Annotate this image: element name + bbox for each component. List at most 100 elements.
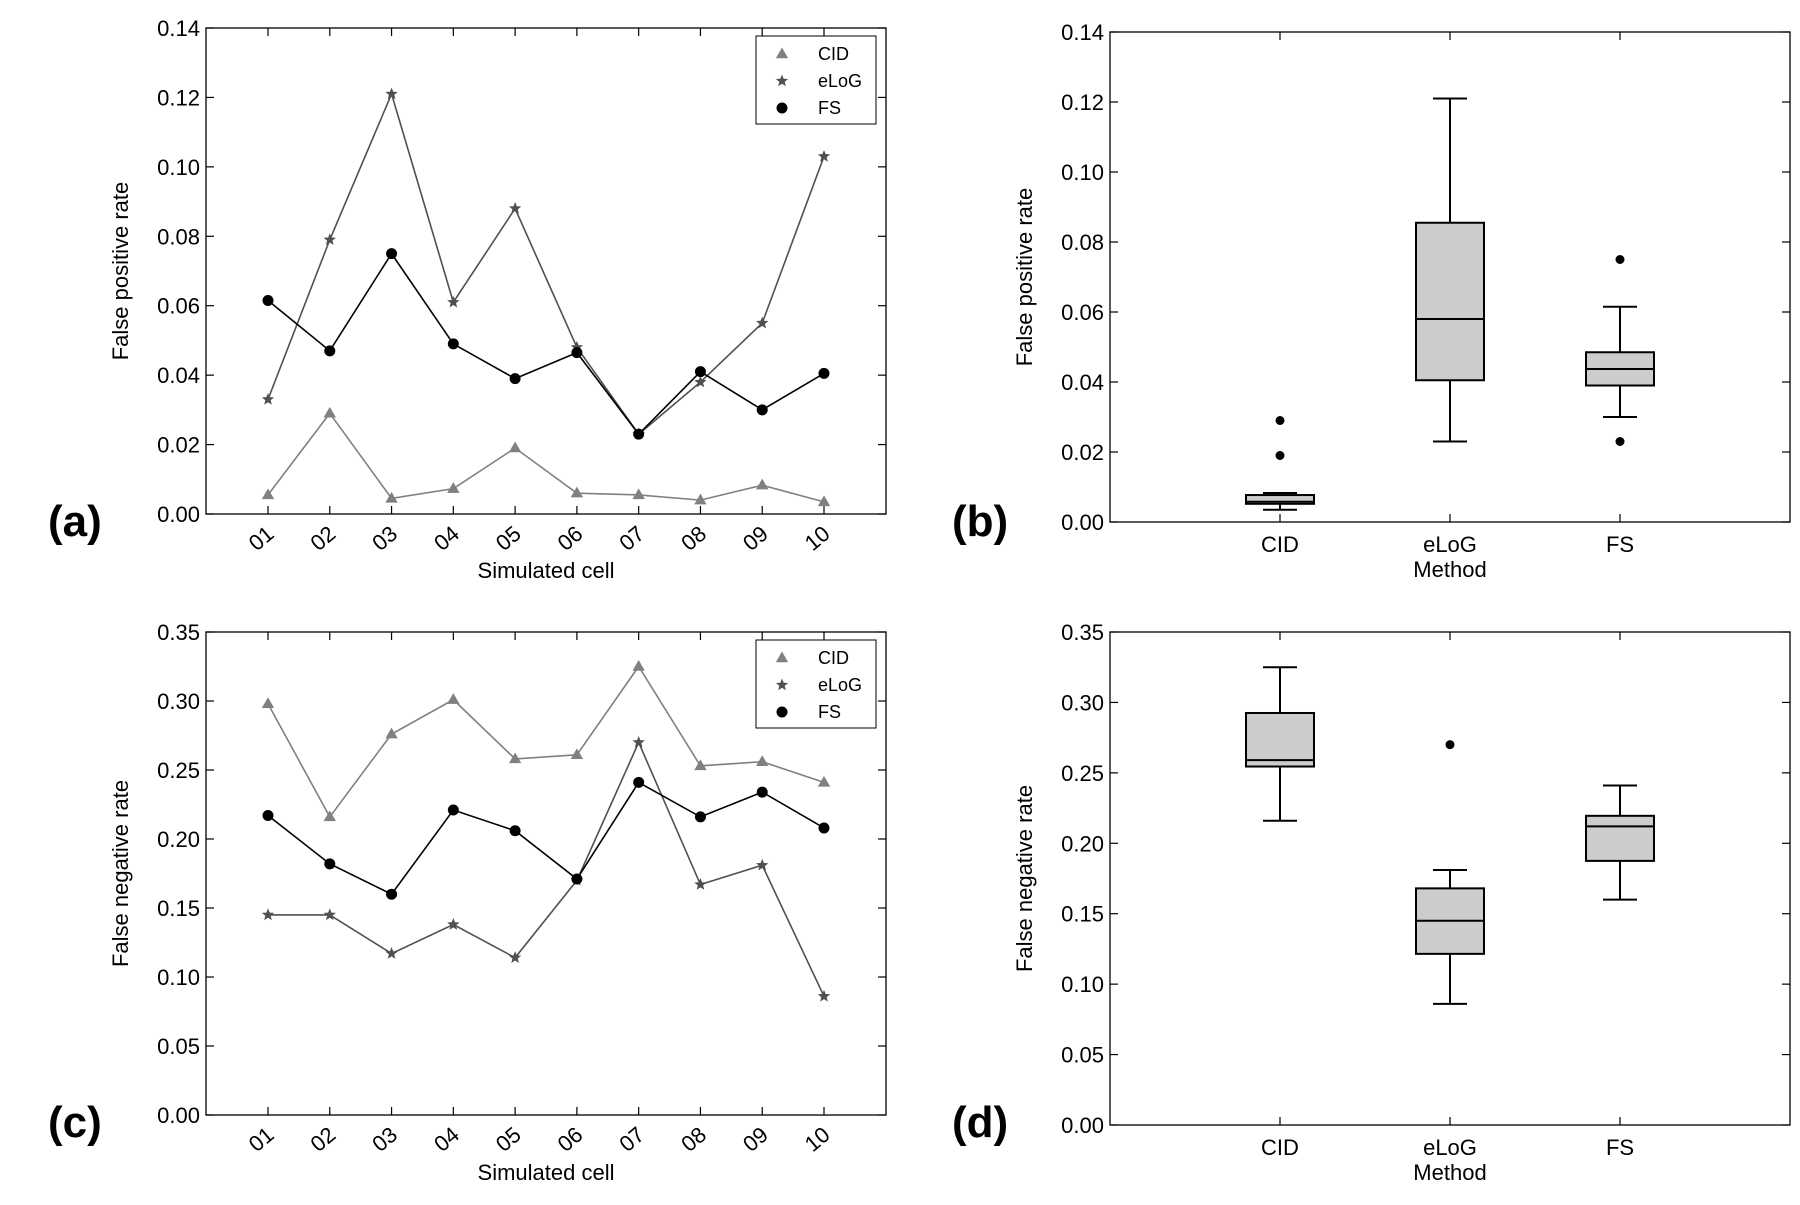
x-tick-label: 05 — [491, 521, 526, 556]
data-point — [447, 338, 459, 350]
y-tick-label: 0.25 — [157, 758, 200, 783]
series-cid — [261, 406, 831, 507]
data-point — [756, 404, 768, 416]
data-point — [447, 804, 459, 816]
y-tick-label: 0.00 — [157, 502, 200, 527]
x-tick-label: CID — [1261, 1135, 1299, 1160]
x-tick-label: FS — [1606, 532, 1634, 557]
legend-marker — [776, 706, 788, 718]
outlier-point — [1615, 437, 1625, 446]
data-point — [632, 488, 645, 500]
legend: CID eLoG FS — [755, 35, 877, 125]
panel-label: (c) — [48, 1098, 102, 1147]
y-tick-label: 0.25 — [1061, 761, 1104, 786]
data-point — [324, 345, 336, 357]
box-elog — [1415, 97, 1485, 443]
y-tick-label: 0.14 — [157, 16, 200, 41]
y-tick-label: 0.20 — [1061, 831, 1104, 856]
y-tick-label: 0.04 — [157, 363, 200, 388]
y-tick-label: 0.10 — [1061, 160, 1104, 185]
x-tick-label: eLoG — [1423, 1135, 1477, 1160]
legend-marker — [775, 47, 789, 59]
x-tick-label: 03 — [367, 1122, 402, 1157]
data-point — [694, 759, 707, 771]
y-tick-label: 0.30 — [1061, 690, 1104, 715]
series-elog — [261, 735, 831, 1002]
data-point — [323, 406, 336, 418]
legend: CID eLoG FS — [755, 639, 877, 729]
box-body — [1245, 494, 1315, 505]
data-point — [694, 878, 707, 890]
y-tick-label: 0.02 — [157, 433, 200, 458]
y-tick-label: 0.20 — [157, 827, 200, 852]
y-tick-label: 0.15 — [157, 896, 200, 921]
box-body — [1245, 711, 1315, 768]
y-tick-label: 0.08 — [1061, 230, 1104, 255]
x-tick-label: 02 — [306, 521, 341, 556]
legend-marker — [776, 102, 788, 114]
series-line — [268, 740, 825, 997]
panel-c: (c) 0.00 0.05 0.10 0.15 0.20 0.25 0.30 0.35 False… — [48, 620, 887, 1185]
y-tick-label: 0.14 — [1061, 20, 1104, 45]
legend-label: CID — [818, 648, 849, 668]
plot-frame — [1109, 631, 1791, 1126]
x-tick-label: 07 — [614, 521, 649, 556]
y-tick-label: 0.00 — [1061, 510, 1104, 535]
panel-d: (d) 0.00 0.05 0.10 0.15 0.20 0.25 0.30 0.35 False… — [952, 620, 1791, 1185]
x-tick-label: 01 — [244, 1122, 279, 1157]
y-tick-label: 0.04 — [1061, 370, 1104, 395]
data-point — [756, 786, 768, 798]
x-tick-label: 02 — [306, 1122, 341, 1157]
legend-frame — [755, 639, 877, 729]
data-point — [508, 202, 522, 214]
legend-label: CID — [818, 44, 849, 64]
y-tick-label: 0.02 — [1061, 440, 1104, 465]
x-tick-label: CID — [1261, 532, 1299, 557]
series-line — [267, 252, 825, 436]
data-point — [262, 295, 274, 307]
data-point — [385, 727, 398, 739]
data-point — [447, 295, 460, 308]
data-point — [508, 441, 522, 453]
x-tick-label: 10 — [800, 1122, 835, 1157]
legend-label: eLoG — [818, 675, 862, 695]
y-axis-label: False negative rate — [1012, 785, 1037, 972]
data-point — [694, 366, 706, 378]
y-axis-label: False negative rate — [108, 780, 133, 967]
x-tick-label: 04 — [429, 1122, 464, 1157]
data-point — [571, 873, 583, 885]
data-point — [570, 486, 584, 498]
y-tick-label: 0.30 — [157, 689, 200, 714]
data-point — [694, 493, 707, 505]
data-point — [261, 697, 275, 708]
data-point — [818, 822, 830, 834]
y-tick-label: 0.05 — [1061, 1043, 1104, 1068]
box-fs — [1585, 784, 1655, 901]
data-point — [508, 752, 522, 764]
outlier-point — [1275, 451, 1285, 460]
data-point — [817, 149, 831, 162]
box-elog — [1415, 740, 1485, 1005]
data-point — [509, 373, 521, 385]
y-tick-label: 0.35 — [157, 620, 200, 645]
x-tick-label: 07 — [614, 1122, 649, 1157]
y-tick-label: 0.05 — [157, 1034, 200, 1059]
data-point — [756, 316, 769, 329]
panel-label: (b) — [952, 497, 1008, 546]
data-point — [385, 947, 398, 959]
x-tick-label: 01 — [244, 521, 279, 556]
data-point — [323, 810, 336, 822]
data-point — [508, 951, 522, 963]
y-tick-label: 0.12 — [1061, 90, 1104, 115]
panel-a: (a) 0.00 0.02 0.04 0.06 0.08 0.10 0.12 0.14 False… — [48, 16, 887, 583]
y-axis-label: False positive rate — [1012, 188, 1037, 367]
x-tick-label: 05 — [491, 1122, 526, 1157]
y-tick-label: 0.00 — [157, 1103, 200, 1128]
data-point — [570, 748, 584, 760]
y-tick-label: 0.10 — [1061, 972, 1104, 997]
y-tick-label: 0.00 — [1061, 1113, 1104, 1138]
box-cid — [1245, 666, 1315, 822]
y-tick-label: 0.08 — [157, 224, 200, 249]
x-tick-label: 08 — [676, 1122, 711, 1157]
